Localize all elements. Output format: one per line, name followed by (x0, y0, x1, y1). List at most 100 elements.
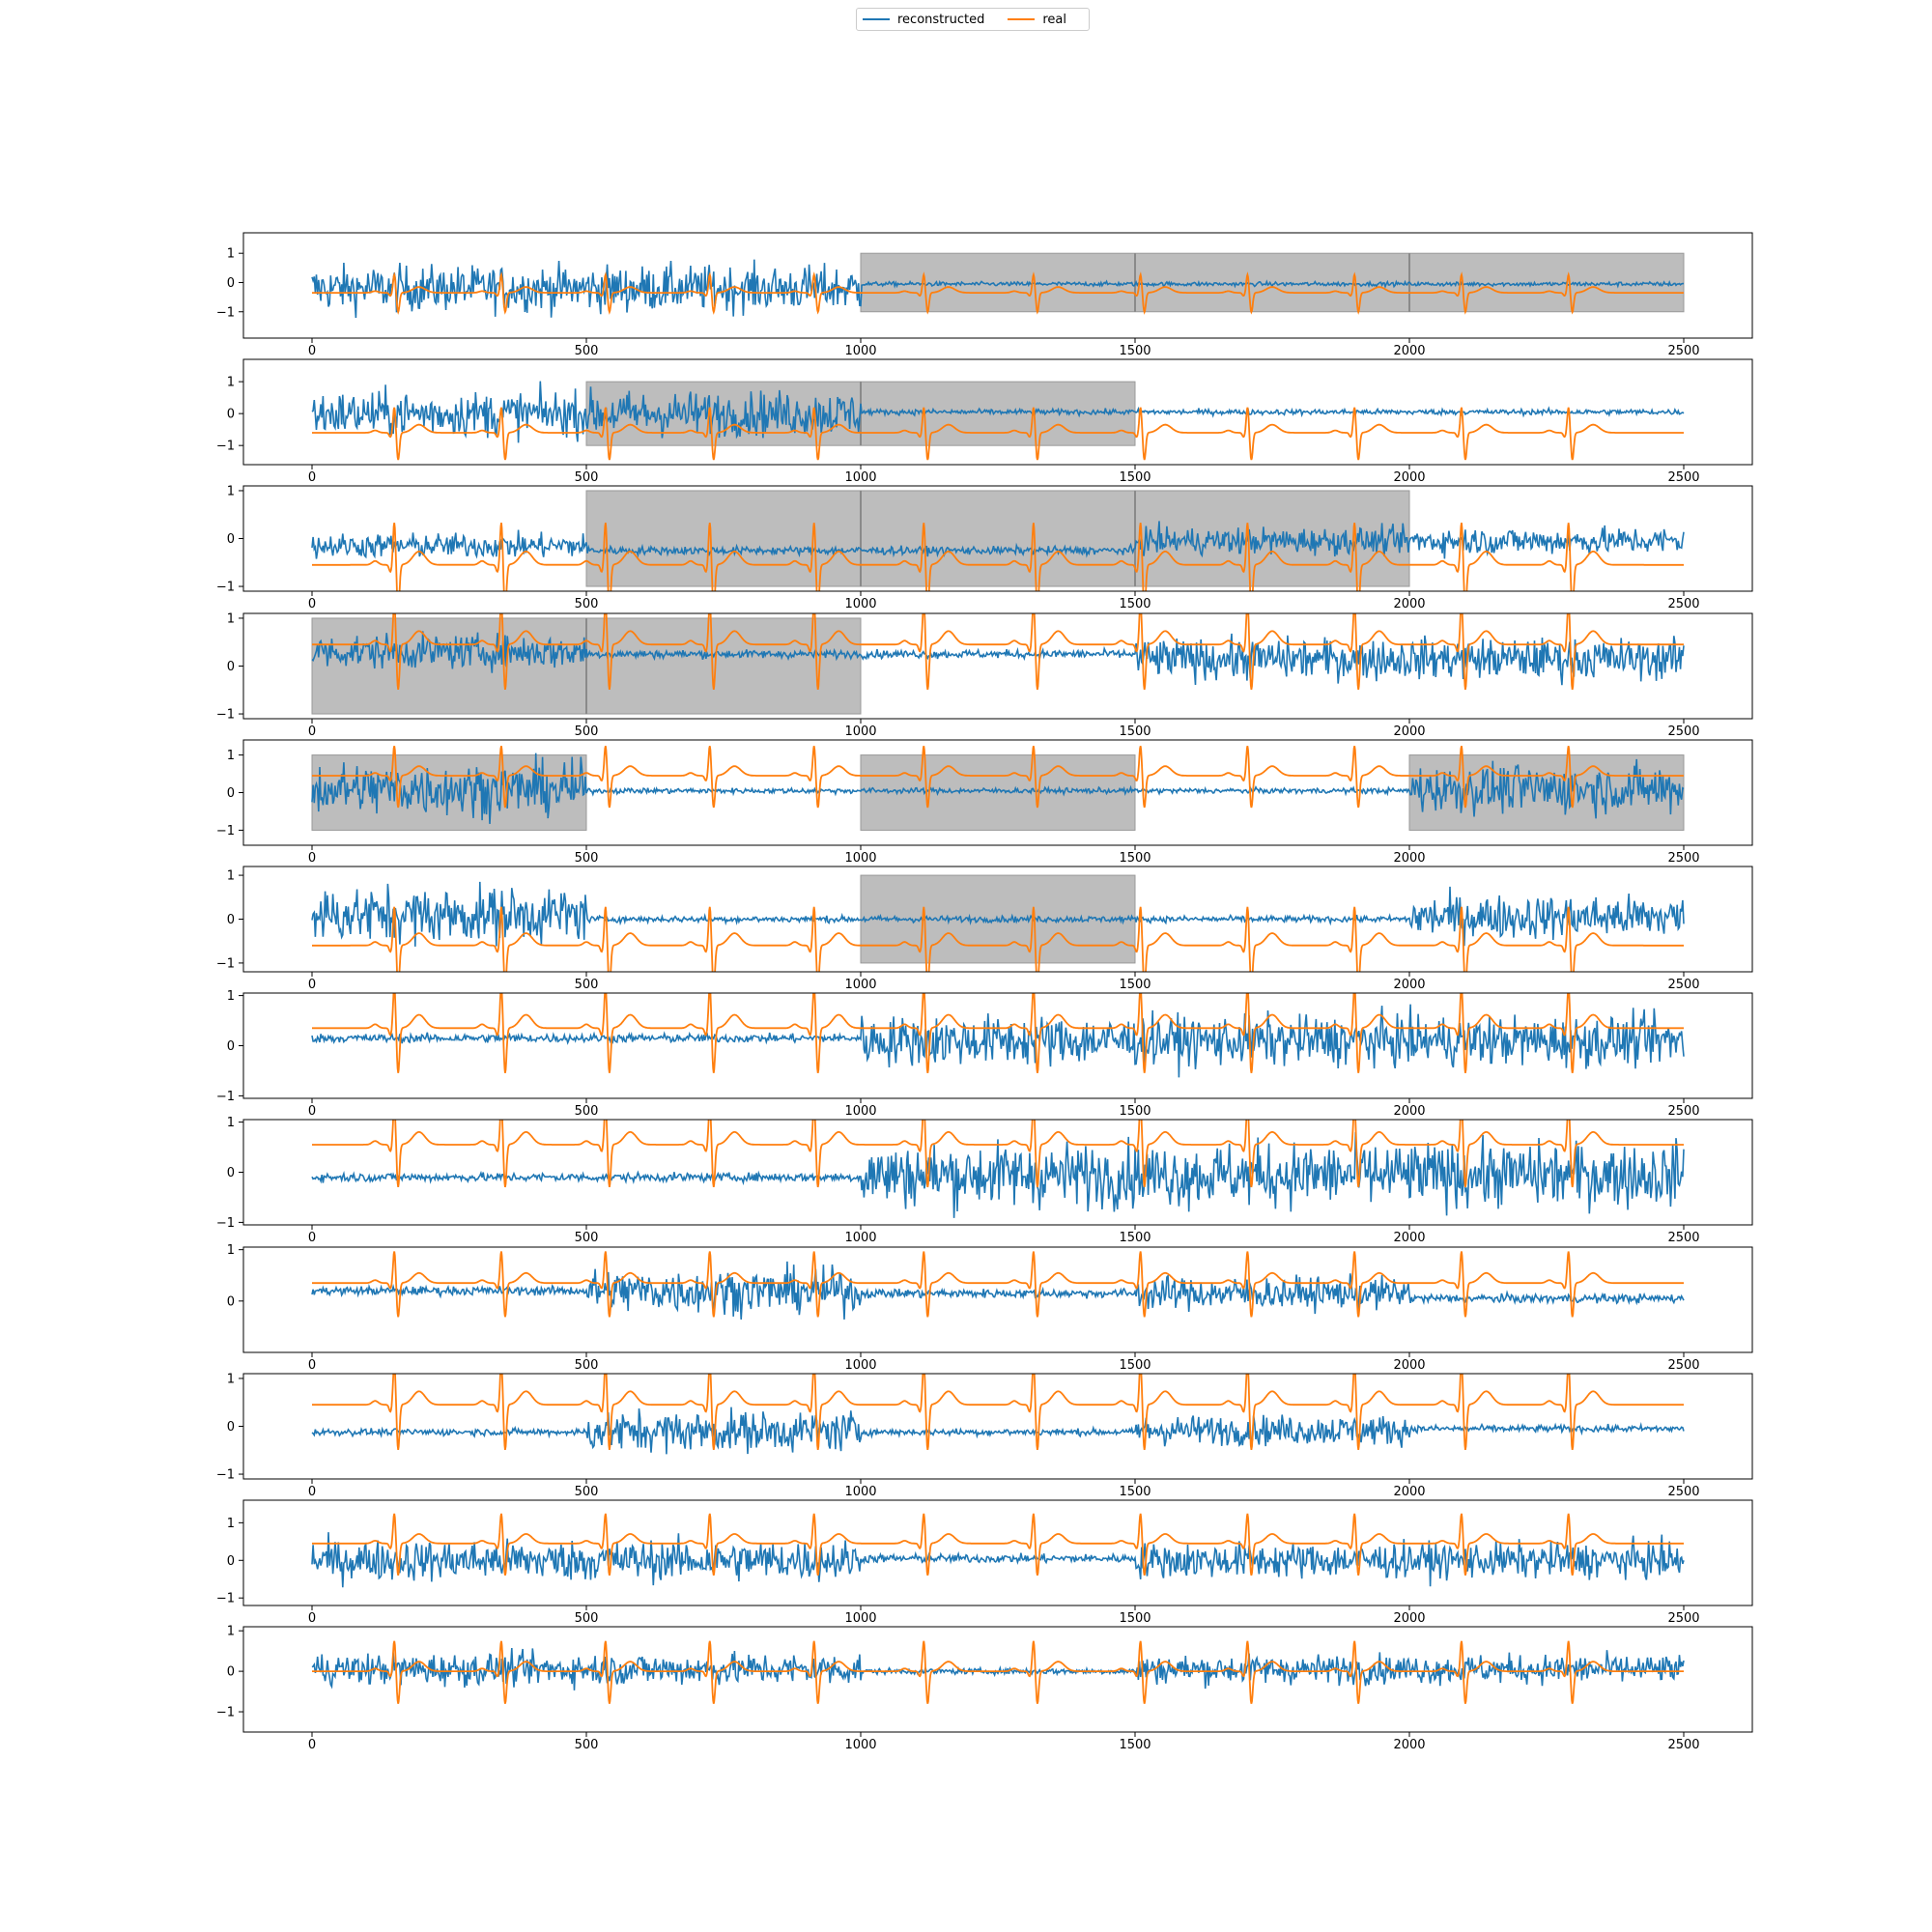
real-line (312, 1251, 1684, 1318)
x-tick-label: 0 (308, 978, 316, 992)
y-tick-label: 0 (227, 1294, 235, 1309)
real-line (312, 271, 1684, 315)
y-tick-label: −1 (216, 1706, 235, 1720)
reconstructed-line (311, 1532, 1685, 1588)
x-tick-label: 1000 (844, 724, 876, 739)
subplot-frame (242, 1246, 1753, 1353)
x-tick-label: 1500 (1119, 597, 1151, 611)
legend-reconstructed-swatch (863, 18, 890, 20)
subplot-background (243, 1374, 1752, 1479)
x-tick-label: 1000 (844, 1358, 876, 1373)
x-tick-label: 1500 (1119, 851, 1151, 866)
subplot-frame (242, 1626, 1753, 1733)
y-tick-label: −1 (216, 1090, 235, 1104)
x-tick-label: 1000 (844, 978, 876, 992)
subplot-2: 0 500 1000 1500 2000 2500 −1 0 1 (216, 358, 1753, 485)
x-tick-label: 2000 (1393, 724, 1425, 739)
y-tick-label: −1 (216, 1216, 235, 1231)
x-tick-label: 2500 (1667, 1358, 1699, 1373)
reconstructed-line (311, 1131, 1685, 1218)
x-tick-label: 2000 (1393, 470, 1425, 485)
y-tick-label: 0 (227, 532, 235, 547)
real-line (312, 1120, 1684, 1188)
y-tick-label: −1 (216, 1592, 235, 1606)
legend-real-label: real (1042, 12, 1066, 27)
subplot-background (243, 1500, 1752, 1605)
real-line (312, 407, 1684, 461)
subplot-frame (242, 232, 1753, 339)
x-tick-label: 1000 (844, 1104, 876, 1119)
x-tick-label: 1000 (844, 597, 876, 611)
x-tick-label: 2000 (1393, 1358, 1425, 1373)
x-tick-label: 2500 (1667, 1485, 1699, 1499)
x-tick-label: 2000 (1393, 851, 1425, 866)
reconstructed-line (311, 521, 1685, 559)
reconstructed-line (311, 753, 1685, 824)
subplot-frame (242, 358, 1753, 466)
x-tick-label: 1500 (1119, 724, 1151, 739)
reconstructed-line (311, 259, 1684, 319)
x-tick-label: 2000 (1393, 1231, 1425, 1245)
y-tick-label: 0 (227, 786, 235, 801)
subplot-4: 0 500 1000 1500 2000 2500 −1 0 1 (216, 611, 1753, 739)
real-line (312, 1513, 1684, 1577)
x-tick-label: 2500 (1667, 470, 1699, 485)
x-tick-label: 500 (575, 1358, 599, 1373)
y-tick-label: 1 (227, 247, 235, 262)
subplot-5: 0 500 1000 1500 2000 2500 −1 0 1 (216, 739, 1753, 866)
x-tick-label: 500 (575, 470, 599, 485)
x-tick-label: 500 (575, 1231, 599, 1245)
y-tick-label: 1 (227, 989, 235, 1004)
y-tick-label: −1 (216, 305, 235, 320)
x-tick-label: 0 (308, 344, 316, 358)
x-tick-label: 2000 (1393, 1738, 1425, 1752)
subplot-11: 0 500 1000 1500 2000 2500 −1 0 1 (216, 1499, 1753, 1626)
y-tick-label: 1 (227, 376, 235, 390)
x-tick-label: 500 (575, 851, 599, 866)
x-tick-label: 1500 (1119, 1231, 1151, 1245)
x-tick-label: 2500 (1667, 1104, 1699, 1119)
reconstructed-line (311, 631, 1685, 686)
legend-reconstructed-label: reconstructed (897, 12, 985, 27)
y-tick-label: 1 (227, 1372, 235, 1386)
subplot-3: 0 500 1000 1500 2000 2500 −1 0 1 (216, 484, 1753, 611)
y-tick-label: −1 (216, 956, 235, 971)
x-tick-label: 1500 (1119, 1104, 1151, 1119)
x-tick-label: 0 (308, 470, 316, 485)
y-tick-label: −1 (216, 1468, 235, 1483)
x-tick-label: 500 (575, 344, 599, 358)
x-tick-label: 1000 (844, 851, 876, 866)
x-tick-label: 500 (575, 1104, 599, 1119)
x-tick-label: 1500 (1119, 1611, 1151, 1626)
reconstructed-line (311, 381, 1685, 443)
x-tick-label: 2500 (1667, 344, 1699, 358)
y-tick-label: 0 (227, 660, 235, 674)
x-tick-label: 2000 (1393, 1485, 1425, 1499)
y-tick-label: −1 (216, 581, 235, 595)
subplot-1: 0 500 1000 1500 2000 2500 −1 0 1 (216, 232, 1753, 358)
x-tick-label: 1000 (844, 1485, 876, 1499)
y-tick-label: 1 (227, 869, 235, 884)
x-tick-label: 1000 (844, 1231, 876, 1245)
x-tick-label: 1500 (1119, 1358, 1151, 1373)
x-tick-label: 500 (575, 597, 599, 611)
x-tick-label: 0 (308, 1104, 316, 1119)
y-tick-label: 0 (227, 1039, 235, 1054)
y-tick-label: 1 (227, 1116, 235, 1130)
y-tick-label: 1 (227, 1625, 235, 1639)
x-tick-label: 1000 (844, 1611, 876, 1626)
subplot-12: 0 500 1000 1500 2000 2500 −1 0 1 (216, 1625, 1753, 1752)
x-tick-label: 1500 (1119, 1738, 1151, 1752)
legend-item-reconstructed: reconstructed (863, 13, 984, 27)
x-tick-label: 500 (575, 1485, 599, 1499)
y-tick-label: 0 (227, 1665, 235, 1680)
y-tick-label: 1 (227, 484, 235, 498)
x-tick-label: 0 (308, 1231, 316, 1245)
x-tick-label: 0 (308, 1485, 316, 1499)
x-tick-label: 2500 (1667, 724, 1699, 739)
reconstructed-line (311, 1261, 1685, 1320)
legend: reconstructed real (856, 8, 1090, 31)
x-tick-label: 2000 (1393, 344, 1425, 358)
x-tick-label: 0 (308, 1358, 316, 1373)
